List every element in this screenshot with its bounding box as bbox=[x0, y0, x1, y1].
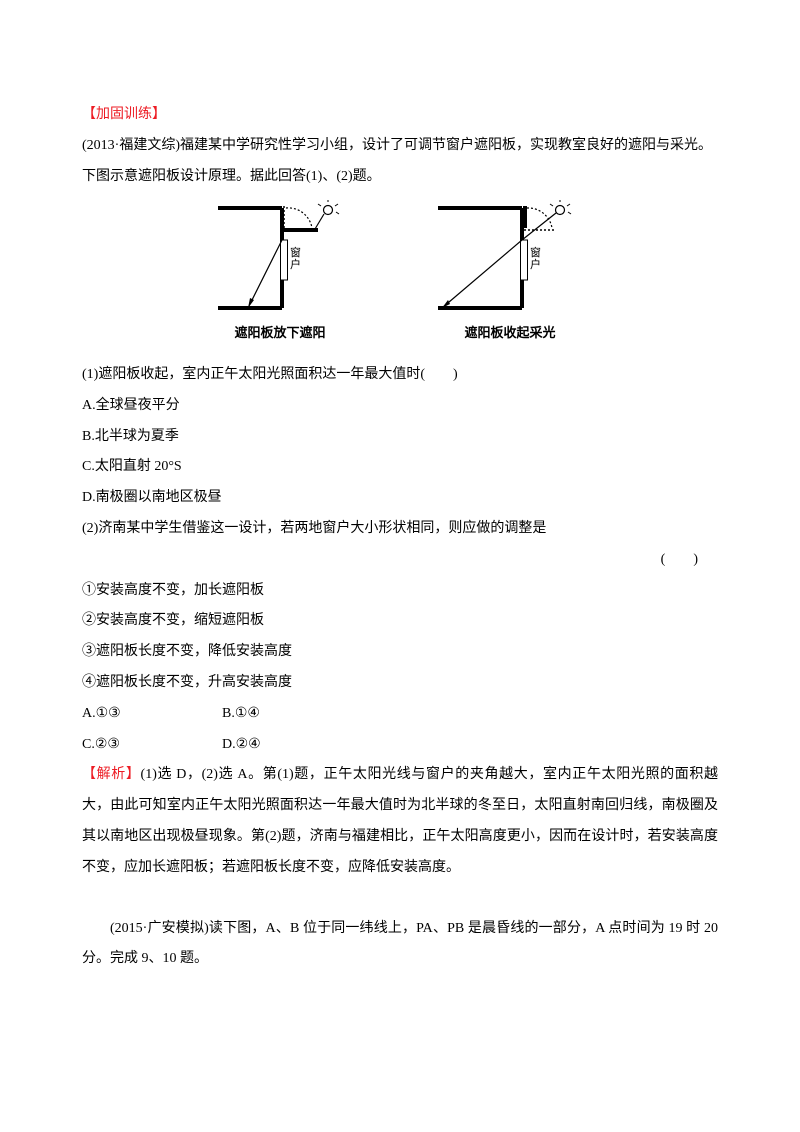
q1-option-b: B.北半球为夏季 bbox=[82, 422, 718, 453]
analysis-para: 【解析】(1)选 D，(2)选 A。第(1)题，正午太阳光线与窗户的夹角越大，室… bbox=[82, 760, 718, 883]
diagram-right: 窗 户 遮阳板收起采光 bbox=[430, 200, 590, 348]
q2-statement-2: ②安装高度不变，缩短遮阳板 bbox=[82, 606, 718, 637]
svg-text:户: 户 bbox=[530, 257, 541, 271]
q2-stem: (2)济南某中学生借鉴这一设计，若两地窗户大小形状相同，则应做的调整是 bbox=[82, 514, 718, 545]
q1-option-d: D.南极圈以南地区极昼 bbox=[82, 483, 718, 514]
window-label-left: 窗 bbox=[290, 245, 301, 259]
intro-line-1: (2013·福建文综)福建某中学研究性学习小组，设计了可调节窗户遮阳板，实现教室… bbox=[82, 131, 718, 162]
sunshade-up-svg: 窗 户 bbox=[430, 200, 590, 315]
q2-statement-3: ③遮阳板长度不变，降低安装高度 bbox=[82, 637, 718, 668]
q1-stem: (1)遮阳板收起，室内正午太阳光照面积达一年最大值时( ) bbox=[82, 360, 718, 391]
analysis-text: (1)选 D，(2)选 A。第(1)题，正午太阳光线与窗户的夹角越大，室内正午太… bbox=[82, 767, 718, 874]
svg-text:户: 户 bbox=[290, 257, 301, 271]
q2-option-c: C.②③ bbox=[82, 730, 222, 761]
analysis-label: 【解析】 bbox=[82, 767, 141, 782]
q2-options-row-2: C.②③ D.②④ bbox=[82, 730, 718, 761]
diagram-right-caption: 遮阳板收起采光 bbox=[464, 319, 555, 348]
q2-blank: ( ) bbox=[82, 545, 718, 576]
q1-option-c: C.太阳直射 20°S bbox=[82, 452, 718, 483]
diagram-left-caption: 遮阳板放下遮阳 bbox=[234, 319, 325, 348]
diagram-left: 窗 户 遮阳板放下遮阳 bbox=[210, 200, 350, 348]
q9-intro: (2015·广安模拟)读下图，A、B 位于同一纬线上，PA、PB 是晨昏线的一部… bbox=[82, 914, 718, 976]
q1-option-a: A.全球昼夜平分 bbox=[82, 391, 718, 422]
diagram-container: 窗 户 遮阳板放下遮阳 bbox=[82, 200, 718, 348]
q2-option-b: B.①④ bbox=[222, 699, 260, 730]
q2-options-row-1: A.①③ B.①④ bbox=[82, 699, 718, 730]
reinforcement-title: 【加固训练】 bbox=[82, 100, 718, 131]
sunshade-down-svg: 窗 户 bbox=[210, 200, 350, 315]
q2-statement-1: ①安装高度不变，加长遮阳板 bbox=[82, 576, 718, 607]
section-title: 【加固训练】 bbox=[82, 107, 166, 122]
window-label-right: 窗 bbox=[530, 245, 541, 259]
q2-statement-4: ④遮阳板长度不变，升高安装高度 bbox=[82, 668, 718, 699]
intro-line-2: 下图示意遮阳板设计原理。据此回答(1)、(2)题。 bbox=[82, 162, 718, 193]
q2-option-d: D.②④ bbox=[222, 730, 261, 761]
q2-option-a: A.①③ bbox=[82, 699, 222, 730]
